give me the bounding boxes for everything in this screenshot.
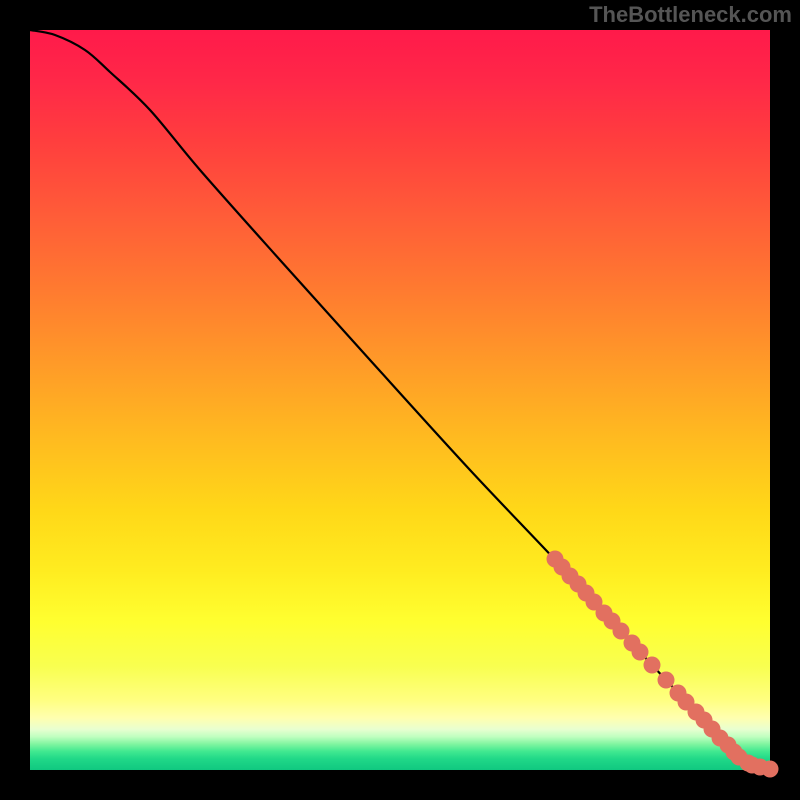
chart-container: TheBottleneck.com	[0, 0, 800, 800]
marker-point	[644, 657, 661, 674]
chart-svg	[0, 0, 800, 800]
plot-background	[30, 30, 770, 770]
marker-point	[632, 644, 649, 661]
marker-point	[762, 761, 779, 778]
watermark-text: TheBottleneck.com	[589, 2, 792, 28]
marker-point	[658, 672, 675, 689]
